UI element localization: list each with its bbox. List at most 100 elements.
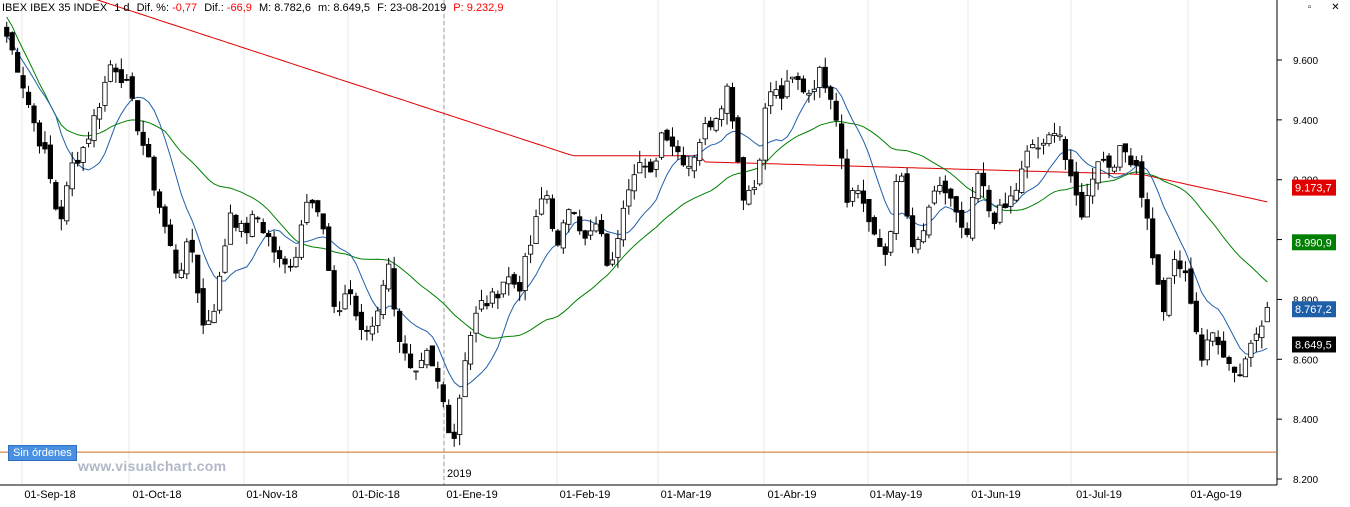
candle-body	[1073, 171, 1079, 196]
candle-body	[216, 275, 223, 311]
orders-badge[interactable]: Sin órdenes	[8, 445, 77, 461]
candle-body	[1226, 357, 1232, 365]
candle-body	[146, 143, 152, 158]
candle-body	[47, 144, 53, 180]
dif-label: Dif.:	[204, 2, 224, 14]
candles	[4, 21, 1270, 447]
candle-body	[107, 64, 114, 82]
candle-body	[795, 76, 801, 80]
candle-body	[331, 270, 337, 307]
candle-body	[326, 226, 332, 271]
candle-body	[817, 66, 823, 88]
candle-body	[740, 157, 747, 201]
candle-body	[1062, 138, 1068, 160]
x-tick-label: 01-Nov-18	[246, 489, 297, 501]
watermark: www.visualchart.com	[78, 458, 227, 474]
candle-body	[1139, 161, 1145, 198]
candle-body	[609, 259, 616, 265]
candle-body	[593, 223, 599, 232]
candle-body	[1237, 374, 1243, 377]
candle-body	[702, 123, 708, 140]
candle-body	[238, 223, 244, 232]
candle-body	[211, 310, 217, 323]
candle-body	[457, 397, 463, 435]
candle-body	[315, 200, 321, 213]
candle-body	[506, 276, 512, 285]
candle-body	[615, 238, 621, 258]
p-label: P:	[453, 2, 464, 14]
candle-body	[1030, 144, 1036, 149]
candle-body	[124, 78, 130, 81]
candle-body	[620, 207, 626, 241]
y-tick-label: 8.200	[1293, 475, 1318, 486]
candle-body	[1188, 268, 1194, 304]
y-tick-label: 9.400	[1293, 116, 1318, 127]
candle-body	[849, 190, 856, 202]
candle-body	[773, 89, 779, 96]
candle-body	[642, 165, 648, 168]
candle-body	[986, 189, 992, 212]
candle-body	[991, 212, 998, 225]
candle-body	[937, 185, 943, 192]
candle-body	[664, 129, 670, 141]
x-tick-label: 01-Sep-18	[24, 489, 75, 501]
candle-body	[538, 198, 545, 215]
candle-body	[151, 156, 157, 191]
candle-body	[440, 384, 446, 403]
candle-body	[1128, 155, 1134, 166]
candle-body	[407, 353, 414, 369]
candle-body	[909, 215, 916, 248]
candle-body	[1150, 218, 1156, 259]
candle-body	[544, 195, 550, 200]
candle-body	[342, 293, 348, 310]
candle-body	[1008, 195, 1014, 207]
candle-body	[920, 230, 927, 243]
date-label: F:	[377, 2, 387, 14]
candle-body	[680, 154, 686, 166]
candle-body	[353, 295, 359, 317]
candle-body	[959, 209, 965, 228]
candle-body	[25, 91, 32, 106]
close-icon[interactable]: ✕	[1331, 2, 1340, 13]
candle-body	[899, 175, 905, 183]
candle-body	[467, 335, 474, 365]
candle-body	[1057, 134, 1063, 138]
y-tick-label: 8.600	[1293, 355, 1318, 366]
candle-body	[418, 360, 425, 369]
candle-body	[997, 204, 1003, 223]
candle-body	[1002, 203, 1008, 208]
candle-body	[598, 219, 605, 235]
candle-body	[1199, 334, 1205, 361]
candle-body	[69, 162, 75, 190]
price-tag-bg	[1292, 336, 1336, 353]
candle-body	[888, 231, 894, 253]
candle-body	[724, 85, 730, 114]
candle-body	[167, 224, 174, 246]
candle-body	[1090, 178, 1096, 197]
candle-body	[140, 131, 146, 146]
x-tick-label: 01-Jun-19	[971, 489, 1021, 501]
candle-body	[942, 180, 948, 194]
candle-body	[402, 343, 408, 354]
candle-body	[156, 191, 163, 208]
x-axis: 01-Sep-18 01-Oct-18 01-Nov-18 01-Dic-18 01-E…	[24, 468, 1241, 501]
candle-body	[162, 206, 168, 227]
price-tag-bg	[1292, 179, 1336, 196]
price-tag-label: 8.649,5	[1295, 339, 1332, 351]
candle-body	[233, 214, 239, 228]
chart-header: IBEX IBEX 35 INDEX 1 d Dif. %: -0,77 Dif…	[2, 2, 503, 14]
restore-icon[interactable]: ▫	[1307, 2, 1312, 13]
candle-body	[298, 224, 305, 258]
candle-body	[85, 138, 92, 144]
candle-body	[1259, 325, 1265, 339]
candle-body	[571, 212, 577, 214]
price-tag-label: 8.990,9	[1295, 237, 1332, 249]
candle-body	[844, 158, 850, 203]
candle-body	[200, 288, 206, 326]
candle-body	[1253, 333, 1259, 341]
candle-body	[877, 238, 883, 247]
candle-body	[675, 146, 681, 153]
dif-pct-label: Dif. %:	[136, 2, 170, 14]
